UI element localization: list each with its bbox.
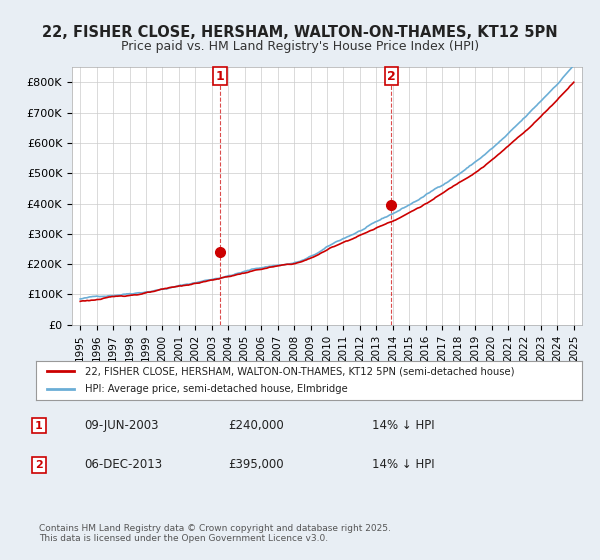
Text: Price paid vs. HM Land Registry's House Price Index (HPI): Price paid vs. HM Land Registry's House … — [121, 40, 479, 53]
Text: 09-JUN-2003: 09-JUN-2003 — [84, 419, 158, 432]
Text: 2: 2 — [35, 460, 43, 470]
Text: HPI: Average price, semi-detached house, Elmbridge: HPI: Average price, semi-detached house,… — [85, 384, 348, 394]
Text: Contains HM Land Registry data © Crown copyright and database right 2025.
This d: Contains HM Land Registry data © Crown c… — [39, 524, 391, 543]
Text: 22, FISHER CLOSE, HERSHAM, WALTON-ON-THAMES, KT12 5PN (semi-detached house): 22, FISHER CLOSE, HERSHAM, WALTON-ON-THA… — [85, 366, 515, 376]
Text: 22, FISHER CLOSE, HERSHAM, WALTON-ON-THAMES, KT12 5PN: 22, FISHER CLOSE, HERSHAM, WALTON-ON-THA… — [42, 25, 558, 40]
Text: 1: 1 — [35, 421, 43, 431]
Text: 14% ↓ HPI: 14% ↓ HPI — [372, 458, 434, 472]
Text: 1: 1 — [215, 70, 224, 83]
Text: 2: 2 — [387, 70, 396, 83]
Text: 06-DEC-2013: 06-DEC-2013 — [84, 458, 162, 472]
Text: £240,000: £240,000 — [228, 419, 284, 432]
Text: 14% ↓ HPI: 14% ↓ HPI — [372, 419, 434, 432]
Text: £395,000: £395,000 — [228, 458, 284, 472]
